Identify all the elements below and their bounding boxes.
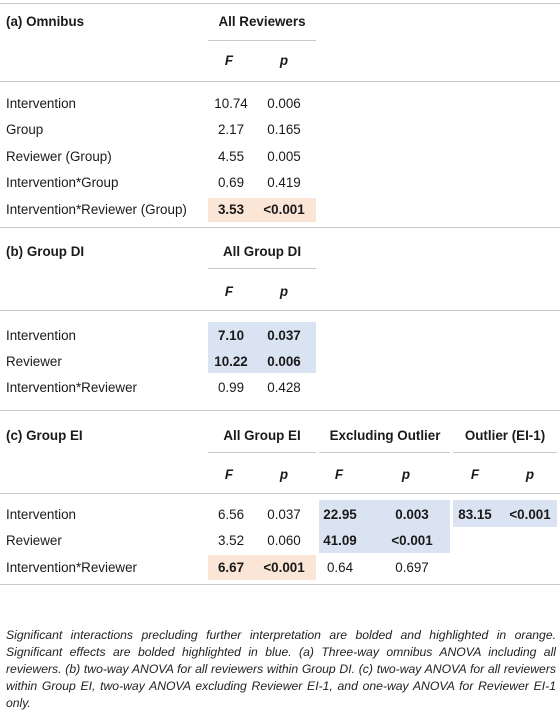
f-value: 4.55 (217, 149, 245, 164)
row-label: Intervention (6, 96, 76, 111)
rule-di-body (0, 310, 560, 311)
col-header-f: F (224, 284, 234, 299)
f-value: 6.56 (217, 507, 245, 522)
rule-top (0, 3, 560, 4)
col-header-f: F (224, 53, 234, 68)
f-value-significant: 83.15 (458, 507, 492, 522)
row-label: Reviewer (6, 354, 62, 369)
f-value: 2.17 (217, 122, 245, 137)
row-label: Intervention*Reviewer (6, 560, 137, 575)
col-header-f: F (224, 467, 234, 482)
rule-ei-outlier-header (453, 452, 557, 453)
row-label: Intervention (6, 507, 76, 522)
p-value-significant: <0.001 (509, 507, 551, 522)
p-value-significant: <0.001 (263, 560, 305, 575)
rule-di-header (208, 268, 316, 269)
highlight-blue-ei-outlier (453, 500, 557, 527)
group-header-all-group-ei: All Group EI (223, 428, 301, 443)
rule-omnibus-body (0, 81, 560, 82)
row-label: Reviewer (6, 533, 62, 548)
col-header-f: F (470, 467, 480, 482)
col-header-f: F (334, 467, 344, 482)
f-value: 0.69 (217, 175, 245, 190)
section-title-group-di: (b) Group DI (6, 244, 85, 259)
rule-ei-all-header (208, 452, 316, 453)
f-value-significant: 6.67 (217, 560, 245, 575)
f-value: 3.52 (217, 533, 245, 548)
group-header-all-reviewers: All Reviewers (218, 14, 306, 29)
highlight-orange-omnibus (208, 198, 316, 222)
row-label: Group (6, 122, 44, 137)
rule-section-c (0, 410, 560, 411)
f-value-significant: 41.09 (323, 533, 357, 548)
group-header-excluding-outlier: Excluding Outlier (329, 428, 441, 443)
p-value: 0.419 (267, 175, 301, 190)
f-value: 10.74 (214, 96, 248, 111)
rule-section-b (0, 227, 560, 228)
p-value: 0.165 (267, 122, 301, 137)
rule-ei-body (0, 493, 560, 494)
row-label: Intervention*Reviewer (6, 380, 137, 395)
p-value: 0.060 (267, 533, 301, 548)
p-value: 0.006 (267, 96, 301, 111)
section-title-omnibus: (a) Omnibus (6, 14, 85, 29)
p-value: 0.428 (267, 380, 301, 395)
rule-omnibus-header (208, 40, 316, 41)
table-caption: Significant interactions precluding furt… (6, 628, 556, 710)
f-value-significant: 7.10 (217, 328, 245, 343)
p-value-significant: <0.001 (263, 202, 305, 217)
f-value-significant: 22.95 (323, 507, 357, 522)
highlight-blue-ei-excluding (319, 500, 450, 553)
section-title-group-ei: (c) Group EI (6, 428, 83, 443)
rule-bottom (0, 584, 560, 585)
col-header-p: p (401, 467, 411, 482)
f-value: 0.99 (217, 380, 245, 395)
p-value-significant: 0.003 (395, 507, 429, 522)
group-header-outlier-ei1: Outlier (EI-1) (464, 428, 546, 443)
p-value: 0.037 (267, 507, 301, 522)
col-header-p: p (279, 284, 289, 299)
highlight-orange-ei (208, 555, 316, 580)
col-header-p: p (279, 467, 289, 482)
p-value-significant: 0.037 (267, 328, 301, 343)
f-value-significant: 10.22 (214, 354, 248, 369)
col-header-p: p (525, 467, 535, 482)
p-value-significant: <0.001 (391, 533, 433, 548)
p-value: 0.697 (395, 560, 429, 575)
row-label: Intervention*Reviewer (Group) (6, 202, 187, 217)
col-header-p: p (279, 53, 289, 68)
f-value-significant: 3.53 (217, 202, 245, 217)
f-value: 0.64 (326, 560, 354, 575)
row-label: Intervention*Group (6, 175, 119, 190)
row-label: Intervention (6, 328, 76, 343)
rule-ei-excluding-header (319, 452, 450, 453)
p-value: 0.005 (267, 149, 301, 164)
highlight-blue-di (208, 322, 316, 373)
group-header-all-group-di: All Group DI (222, 244, 302, 259)
p-value-significant: 0.006 (267, 354, 301, 369)
row-label: Reviewer (Group) (6, 149, 112, 164)
